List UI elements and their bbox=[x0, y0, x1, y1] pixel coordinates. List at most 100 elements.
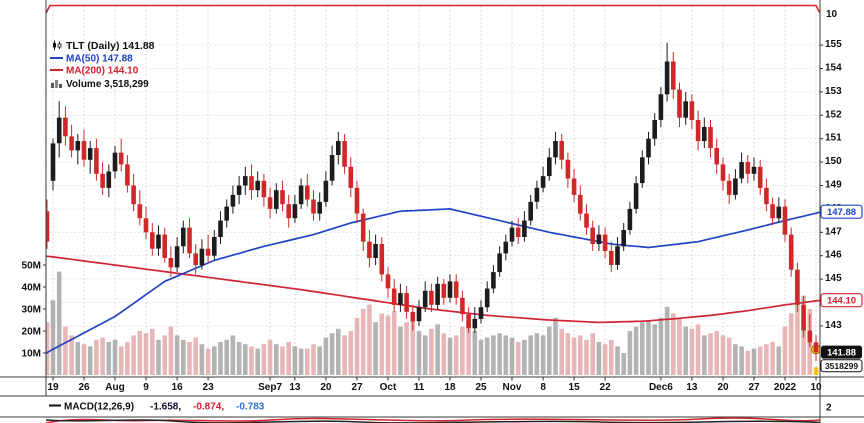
date-tick-label: 23 bbox=[203, 382, 215, 393]
candle bbox=[230, 194, 236, 207]
volume-bar bbox=[243, 344, 248, 375]
volume-bar bbox=[323, 337, 329, 375]
volume-bar bbox=[782, 326, 788, 375]
price-tick-label: 147 bbox=[825, 226, 842, 237]
candle bbox=[807, 330, 813, 343]
volume-bar bbox=[615, 346, 620, 375]
candle bbox=[125, 164, 130, 186]
candle bbox=[218, 220, 223, 237]
volume-bar bbox=[46, 322, 50, 375]
date-tick-label: 16 bbox=[172, 382, 184, 393]
volume-bar bbox=[602, 344, 608, 375]
candle bbox=[788, 234, 794, 270]
candle bbox=[813, 342, 819, 353]
candle bbox=[249, 176, 254, 191]
candle bbox=[336, 141, 341, 155]
volume-bar bbox=[714, 331, 719, 375]
candle bbox=[323, 180, 329, 202]
macd-value-1: -1.658, bbox=[150, 402, 181, 413]
volume-bar bbox=[472, 331, 478, 375]
volume-bar bbox=[646, 320, 651, 375]
volume-bar bbox=[726, 337, 732, 375]
candle bbox=[243, 176, 248, 186]
volume-bar bbox=[435, 324, 440, 375]
candle bbox=[627, 208, 633, 230]
macd-value-2: -0.874, bbox=[193, 402, 224, 413]
candle bbox=[143, 218, 149, 233]
date-tick-label: 26 bbox=[78, 382, 90, 393]
candle bbox=[540, 176, 546, 188]
volume-bar bbox=[398, 326, 403, 375]
candle bbox=[565, 159, 571, 179]
volume-bar bbox=[633, 326, 639, 375]
candle bbox=[410, 311, 416, 322]
volume-bar bbox=[286, 342, 291, 375]
ma50-badge-box bbox=[820, 204, 863, 219]
volume-bar bbox=[255, 348, 260, 375]
date-tick-label: 10 bbox=[810, 382, 822, 393]
volume-bar bbox=[292, 346, 298, 375]
candle bbox=[559, 141, 564, 160]
candle bbox=[50, 143, 56, 181]
volume-bar bbox=[156, 339, 161, 375]
volume-bar bbox=[373, 322, 378, 375]
candle bbox=[708, 127, 713, 149]
volume-bar bbox=[56, 271, 62, 375]
moving-averages-layer bbox=[46, 208, 820, 355]
volume-bar bbox=[193, 337, 198, 375]
volume-bar bbox=[112, 339, 118, 375]
candle bbox=[801, 304, 806, 331]
candle bbox=[317, 201, 322, 214]
candle bbox=[367, 241, 372, 259]
chart-plot-area[interactable] bbox=[46, 0, 820, 377]
volume-bar bbox=[87, 346, 93, 375]
candle bbox=[590, 227, 595, 244]
price-tick-label: 151 bbox=[825, 133, 842, 144]
candle bbox=[354, 187, 360, 214]
time-axis[interactable]: 19 26 Aug 9 16 23 Sep7 13 20 27 Oct 11 18 25 Nov 8 15 22 D… bbox=[47, 377, 822, 393]
volume-bar bbox=[100, 337, 105, 375]
volume-bar bbox=[553, 317, 558, 375]
candle bbox=[441, 283, 447, 298]
date-tick-label: 18 bbox=[444, 382, 456, 393]
gridlines bbox=[46, 6, 820, 377]
macd-value-3: -0.783 bbox=[236, 402, 265, 413]
ma200-badge-text: 144.10 bbox=[827, 296, 856, 307]
price-tick-label: 146 bbox=[825, 250, 842, 261]
volume-bar bbox=[478, 339, 484, 375]
volume-bar bbox=[664, 306, 670, 375]
volume-bar bbox=[683, 326, 688, 375]
candle bbox=[658, 94, 664, 120]
volume-bar bbox=[528, 335, 533, 375]
candle bbox=[689, 101, 695, 120]
candle bbox=[429, 290, 434, 305]
price-axis[interactable]: 143145146147148149150151152153154155 bbox=[820, 39, 842, 331]
candle bbox=[342, 141, 347, 167]
candle bbox=[391, 288, 397, 305]
date-tick-label: 20 bbox=[320, 382, 332, 393]
candle bbox=[553, 141, 558, 158]
candle bbox=[497, 253, 502, 273]
candle bbox=[491, 272, 496, 289]
volume-bar bbox=[305, 348, 310, 375]
volume-bar bbox=[422, 335, 428, 375]
volume-tick-label: 50M bbox=[22, 261, 41, 272]
volume-bar bbox=[627, 331, 633, 375]
candle bbox=[94, 148, 99, 174]
macd-legend: MACD(12,26,9) -1.658, -0.874, -0.783 bbox=[49, 402, 265, 413]
volume-bar bbox=[776, 346, 782, 375]
volume-bar bbox=[143, 333, 149, 375]
volume-bar bbox=[652, 324, 657, 375]
volume-bar bbox=[640, 322, 645, 375]
candle bbox=[615, 246, 620, 265]
volume-bar bbox=[429, 328, 434, 375]
volume-bar bbox=[509, 337, 515, 375]
volume-bar bbox=[236, 342, 242, 375]
candle bbox=[46, 211, 50, 242]
candle bbox=[168, 258, 174, 268]
candle bbox=[646, 138, 651, 158]
candle bbox=[702, 127, 707, 141]
volume-bar bbox=[230, 335, 236, 375]
ma200-line bbox=[46, 255, 820, 324]
volume-bar bbox=[342, 335, 347, 375]
